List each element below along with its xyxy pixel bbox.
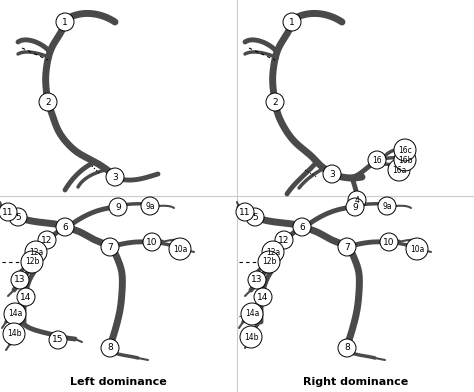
Text: 14: 14 — [257, 292, 269, 301]
Text: 10a: 10a — [410, 245, 424, 254]
Circle shape — [346, 198, 364, 216]
Circle shape — [101, 238, 119, 256]
Text: 14b: 14b — [7, 330, 21, 339]
Text: 6: 6 — [62, 223, 68, 232]
Circle shape — [0, 203, 17, 221]
Circle shape — [394, 149, 416, 171]
Circle shape — [21, 251, 43, 273]
Text: 14b: 14b — [244, 332, 258, 341]
Text: 1: 1 — [62, 18, 68, 27]
Circle shape — [266, 93, 284, 111]
Text: 8: 8 — [344, 343, 350, 352]
Text: 12: 12 — [278, 236, 290, 245]
Circle shape — [56, 218, 74, 236]
Circle shape — [106, 168, 124, 186]
Text: 6: 6 — [299, 223, 305, 232]
Text: 14a: 14a — [245, 310, 259, 318]
Circle shape — [262, 241, 284, 263]
Circle shape — [246, 208, 264, 226]
Text: 12: 12 — [41, 236, 53, 245]
Circle shape — [169, 238, 191, 260]
Text: 7: 7 — [344, 243, 350, 252]
Text: 16: 16 — [372, 156, 382, 165]
Circle shape — [323, 165, 341, 183]
Circle shape — [338, 238, 356, 256]
Circle shape — [394, 139, 416, 161]
Text: 11: 11 — [2, 207, 14, 216]
Circle shape — [143, 233, 161, 251]
Circle shape — [293, 218, 311, 236]
Text: 15: 15 — [52, 336, 64, 345]
Circle shape — [141, 197, 159, 215]
Circle shape — [109, 198, 127, 216]
Circle shape — [3, 323, 25, 345]
Circle shape — [388, 159, 410, 181]
Text: 16a: 16a — [392, 165, 406, 174]
Circle shape — [368, 151, 386, 169]
Circle shape — [380, 233, 398, 251]
Circle shape — [258, 251, 280, 273]
Text: 1: 1 — [289, 18, 295, 27]
Circle shape — [275, 231, 293, 249]
Text: 3: 3 — [329, 169, 335, 178]
Circle shape — [56, 13, 74, 31]
Text: 9: 9 — [115, 203, 121, 212]
Text: 12a: 12a — [266, 247, 280, 256]
Text: Right dominance: Right dominance — [303, 377, 408, 387]
Circle shape — [241, 303, 263, 325]
Text: 10: 10 — [383, 238, 395, 247]
Text: Left dominance: Left dominance — [70, 377, 167, 387]
Circle shape — [248, 271, 266, 289]
Text: 14a: 14a — [8, 310, 22, 318]
Circle shape — [9, 208, 27, 226]
Text: 8: 8 — [107, 343, 113, 352]
Text: 10a: 10a — [173, 245, 187, 254]
Circle shape — [406, 238, 428, 260]
Text: 16c: 16c — [398, 145, 412, 154]
Circle shape — [17, 288, 35, 306]
Text: 16b: 16b — [398, 156, 412, 165]
Circle shape — [39, 93, 57, 111]
Circle shape — [38, 231, 56, 249]
Circle shape — [25, 241, 47, 263]
Text: 5: 5 — [252, 212, 258, 221]
Text: 3: 3 — [112, 172, 118, 181]
Text: 9a: 9a — [145, 201, 155, 211]
Text: 9a: 9a — [382, 201, 392, 211]
Circle shape — [240, 326, 262, 348]
Text: 2: 2 — [45, 98, 51, 107]
Circle shape — [348, 191, 366, 209]
Text: 10: 10 — [146, 238, 158, 247]
Text: 13: 13 — [251, 276, 263, 285]
Circle shape — [338, 339, 356, 357]
Text: 5: 5 — [15, 212, 21, 221]
Text: 12b: 12b — [25, 258, 39, 267]
Text: 7: 7 — [107, 243, 113, 252]
Text: 2: 2 — [272, 98, 278, 107]
Circle shape — [4, 303, 26, 325]
Circle shape — [101, 339, 119, 357]
Circle shape — [283, 13, 301, 31]
Circle shape — [254, 288, 272, 306]
Text: 12a: 12a — [29, 247, 43, 256]
Text: 12b: 12b — [262, 258, 276, 267]
Circle shape — [49, 331, 67, 349]
Text: 13: 13 — [14, 276, 26, 285]
Circle shape — [378, 197, 396, 215]
Text: 14: 14 — [20, 292, 32, 301]
Text: 4: 4 — [355, 196, 359, 205]
Circle shape — [236, 203, 254, 221]
Text: 11: 11 — [239, 207, 251, 216]
Text: 9: 9 — [352, 203, 358, 212]
Circle shape — [11, 271, 29, 289]
